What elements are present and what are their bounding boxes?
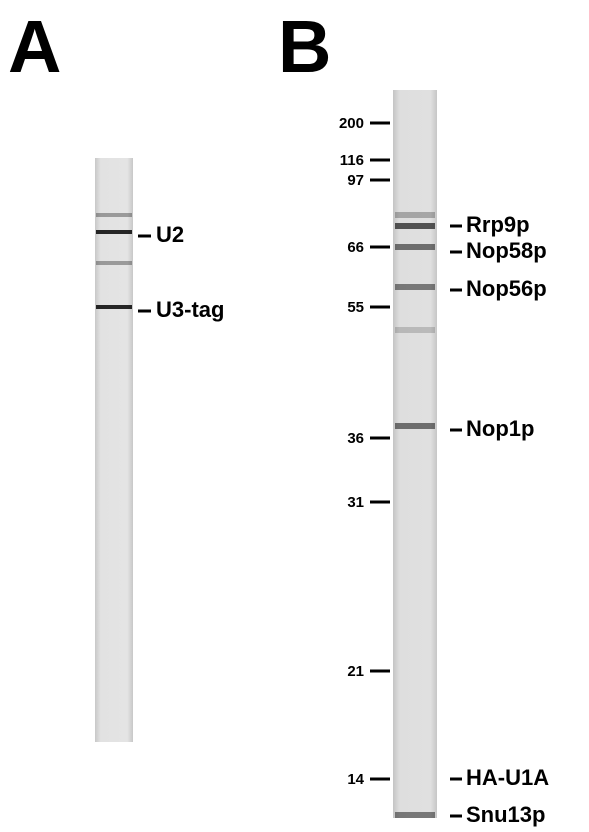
panel-label: A: [8, 5, 61, 88]
band: [395, 284, 435, 290]
gel-lane: [95, 158, 133, 742]
band: [395, 423, 435, 429]
band-label: Rrp9p: [466, 212, 530, 237]
marker-label: 21: [347, 663, 364, 680]
gel-lane: [393, 90, 437, 818]
band: [96, 230, 132, 234]
band-label: Snu13p: [466, 802, 545, 827]
band: [395, 812, 435, 818]
marker-label: 200: [339, 115, 364, 132]
band-label: Nop58p: [466, 238, 547, 263]
band: [96, 261, 132, 265]
marker-label: 66: [347, 239, 364, 256]
marker-label: 31: [347, 494, 364, 511]
marker-label: 97: [347, 172, 364, 189]
band: [395, 327, 435, 333]
band: [395, 223, 435, 229]
panel-label: B: [278, 5, 331, 88]
marker-label: 14: [347, 771, 364, 788]
band-label: Nop56p: [466, 276, 547, 301]
band: [96, 305, 132, 309]
band-label: U2: [156, 222, 184, 247]
band-label: U3-tag: [156, 297, 224, 322]
figure: A B U2U3-tag20011697665536312114Rrp9pNop…: [0, 0, 589, 832]
band: [96, 213, 132, 217]
band: [395, 212, 435, 218]
marker-label: 116: [340, 152, 364, 169]
marker-label: 36: [347, 430, 364, 447]
band-label: Nop1p: [466, 416, 534, 441]
band: [395, 244, 435, 250]
gel-bands: [96, 212, 435, 818]
band-label: HA-U1A: [466, 765, 549, 790]
page: A B U2U3-tag20011697665536312114Rrp9pNop…: [0, 0, 589, 832]
marker-label: 55: [347, 299, 364, 316]
